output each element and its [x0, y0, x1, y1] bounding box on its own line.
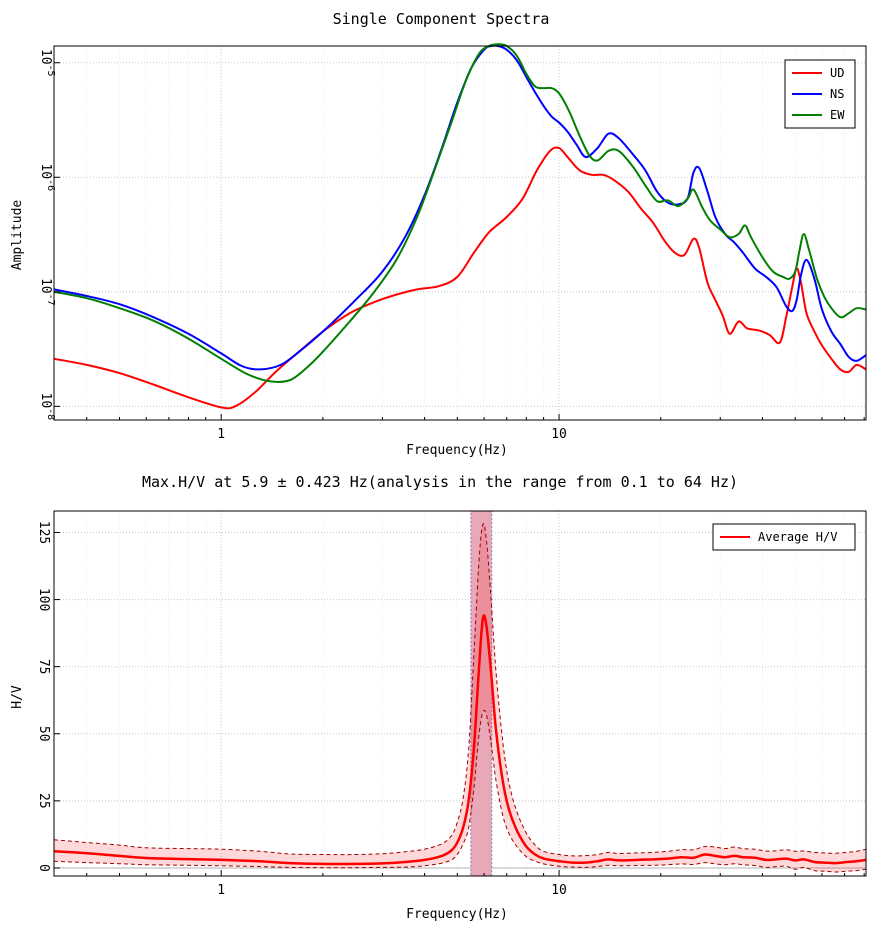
spectra-x-ticks: 1 10	[86, 414, 865, 442]
y-tick-label: 10-8	[38, 392, 56, 420]
legend-label-ud: UD	[830, 66, 844, 80]
y-tick-label: 0	[36, 864, 51, 872]
y-tick-label: 10-7	[38, 278, 56, 306]
hv-x-axis-label: Frequency(Hz)	[406, 907, 508, 922]
hv-y-axis-label: H/V	[10, 685, 25, 709]
std-deviation-fill	[54, 523, 866, 872]
average-hv-line	[53, 614, 867, 866]
spectra-x-axis-label: Frequency(Hz)	[406, 443, 508, 458]
series-line-ew	[53, 43, 867, 384]
spectra-y-axis-label: Amplitude	[10, 200, 25, 271]
spectra-legend: UD NS EW	[784, 59, 856, 129]
spectra-plot-frame	[53, 45, 867, 421]
series-line-ns	[53, 44, 867, 371]
spectra-grid	[54, 46, 866, 420]
hv-y-ticks: 0 25 50 75 100 125	[36, 521, 60, 872]
y-tick-label: 50	[36, 726, 51, 742]
spectra-title: Single Component Spectra	[333, 10, 550, 28]
y-tick-label: 10-6	[38, 163, 56, 191]
y-tick-label: 75	[36, 659, 51, 675]
hv-series	[53, 523, 867, 873]
legend-label-ew: EW	[830, 108, 845, 122]
y-tick-label: 10-5	[38, 49, 56, 77]
x-tick-label: 1	[217, 427, 225, 442]
y-tick-label: 25	[36, 793, 51, 809]
upper-std-line	[53, 523, 867, 857]
lower-std-line	[53, 709, 867, 873]
legend-label-average-hv: Average H/V	[758, 530, 837, 544]
hv-legend: Average H/V	[712, 523, 856, 551]
x-tick-label: 10	[551, 883, 567, 898]
y-tick-label: 100	[36, 588, 51, 611]
x-tick-label: 1	[217, 883, 225, 898]
hv-panel: Max.H/V at 5.9 ± 0.423 Hz(analysis in th…	[10, 473, 867, 922]
series-line-ud	[53, 146, 867, 410]
hv-title: Max.H/V at 5.9 ± 0.423 Hz(analysis in th…	[142, 473, 738, 491]
spectra-series	[53, 43, 867, 410]
spectra-panel: Single Component Spectra 1 10 10-810-710-…	[10, 10, 867, 458]
legend-label-ns: NS	[830, 87, 844, 101]
x-tick-label: 10	[551, 427, 567, 442]
hv-x-ticks: 1 10	[86, 870, 865, 898]
spectra-y-ticks: 10-8 10-7 10-6 10-5	[38, 49, 60, 420]
y-tick-label: 125	[36, 521, 51, 544]
hv-plot-frame	[53, 510, 867, 877]
